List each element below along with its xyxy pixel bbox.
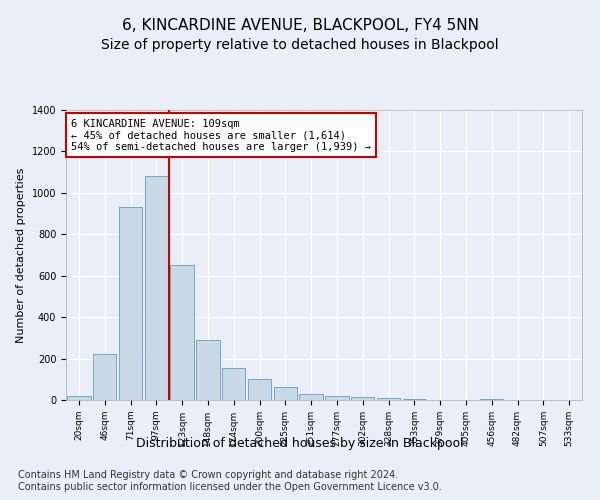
Bar: [248, 380, 271, 400]
Bar: [67, 396, 91, 400]
Bar: [480, 399, 503, 400]
Bar: [351, 397, 374, 400]
Bar: [299, 394, 323, 400]
Text: Contains HM Land Registry data © Crown copyright and database right 2024.: Contains HM Land Registry data © Crown c…: [18, 470, 398, 480]
Y-axis label: Number of detached properties: Number of detached properties: [16, 168, 26, 342]
Text: Contains public sector information licensed under the Open Government Licence v3: Contains public sector information licen…: [18, 482, 442, 492]
Bar: [403, 399, 426, 400]
Text: Size of property relative to detached houses in Blackpool: Size of property relative to detached ho…: [101, 38, 499, 52]
Bar: [325, 396, 349, 400]
Bar: [145, 176, 168, 400]
Bar: [274, 386, 297, 400]
Text: 6, KINCARDINE AVENUE, BLACKPOOL, FY4 5NN: 6, KINCARDINE AVENUE, BLACKPOOL, FY4 5NN: [121, 18, 479, 32]
Bar: [170, 266, 194, 400]
Bar: [222, 368, 245, 400]
Text: Distribution of detached houses by size in Blackpool: Distribution of detached houses by size …: [136, 438, 464, 450]
Bar: [93, 354, 116, 400]
Bar: [119, 208, 142, 400]
Bar: [377, 398, 400, 400]
Text: 6 KINCARDINE AVENUE: 109sqm
← 45% of detached houses are smaller (1,614)
54% of : 6 KINCARDINE AVENUE: 109sqm ← 45% of det…: [71, 118, 371, 152]
Bar: [196, 340, 220, 400]
